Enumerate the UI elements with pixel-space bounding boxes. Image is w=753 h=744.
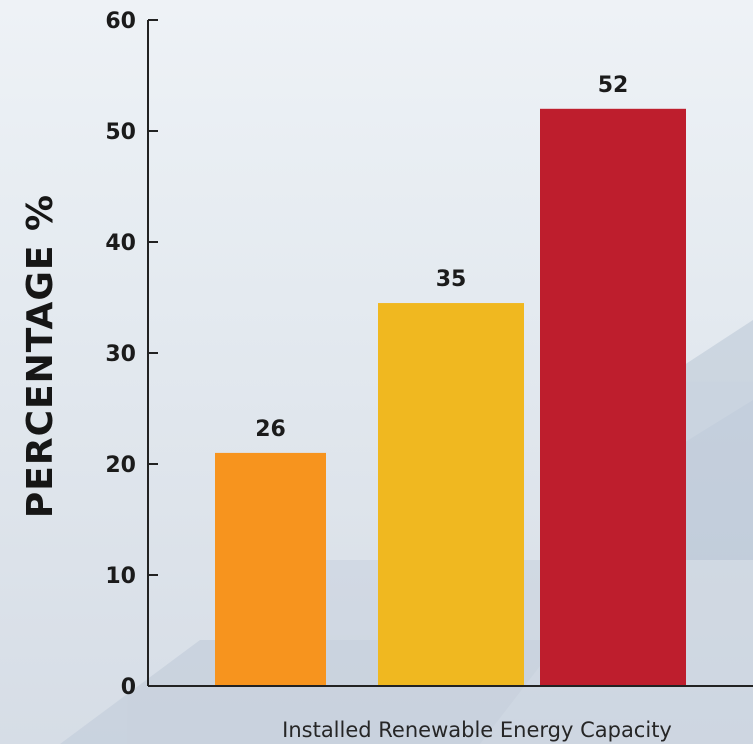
y-tick-label: 50 [105,120,136,145]
y-tick-label: 40 [105,231,136,256]
y-tick-label: 20 [105,453,136,478]
bar-value-label-2: 35 [436,267,467,292]
bar-2 [378,303,524,686]
bar-3 [540,108,686,687]
bar-value-label-3: 52 [598,73,629,98]
y-axis-title: PERCENTAGE % [20,194,61,518]
bars [215,108,686,687]
bar-value-label-1: 26 [255,417,286,442]
y-ticks: 0 10 20 30 40 50 60 [105,9,158,700]
bar-1 [215,452,326,686]
y-tick-label: 60 [105,9,136,34]
y-tick-label: 10 [105,564,136,589]
y-tick-label: 30 [105,342,136,367]
bar-value-labels: 26 35 52 [255,73,628,442]
x-axis-title: Installed Renewable Energy Capacity [282,718,672,742]
y-tick-label: 0 [121,675,136,700]
